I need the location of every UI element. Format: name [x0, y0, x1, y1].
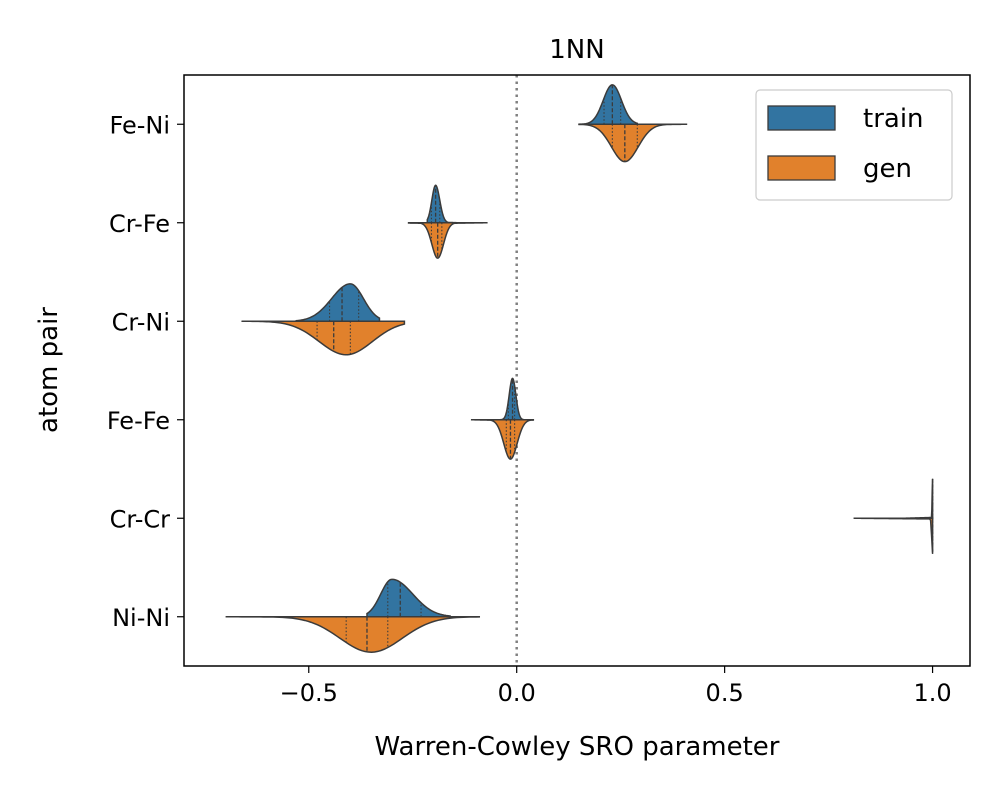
x-tick-label: 1.0	[913, 679, 951, 707]
violin-gen-Cr-Fe	[407, 222, 488, 259]
legend-swatch-train	[767, 105, 836, 131]
y-axis-label: atom pair	[34, 307, 64, 433]
violin-gen-Ni-Ni	[225, 616, 481, 653]
x-tick-label: −0.5	[280, 679, 338, 707]
violin-gen-Cr-Ni	[241, 320, 406, 356]
violin-train-Cr-Ni	[295, 283, 381, 322]
legend-label-train: train	[863, 104, 924, 134]
y-tick-label: Ni-Ni	[112, 604, 170, 632]
legend-label-gen: gen	[863, 154, 912, 184]
violin-gen-Cr-Cr	[853, 517, 934, 554]
plot-content	[225, 75, 934, 666]
violin-train-Cr-Cr	[903, 478, 934, 519]
violin-gen-Fe-Fe	[470, 419, 535, 460]
violin-train-Ni-Ni	[366, 578, 451, 618]
x-tick-label: 0.5	[706, 679, 744, 707]
violin-train-Fe-Fe	[499, 377, 524, 421]
y-tick-label: Cr-Ni	[112, 308, 170, 336]
violin-gen-Fe-Ni	[578, 123, 688, 163]
chart-title: 1NN	[549, 35, 604, 65]
x-tick-label: 0.0	[498, 679, 536, 707]
violin-train-Fe-Ni	[578, 84, 639, 125]
y-tick-label: Fe-Fe	[107, 407, 170, 435]
y-axis-ticks: Fe-Ni Cr-Fe Cr-Ni Fe-Fe Cr-Cr Ni-Ni	[107, 111, 184, 632]
x-axis-label: Warren-Cowley SRO parameter	[375, 732, 780, 762]
x-axis-ticks: −0.5 0.0 0.5 1.0	[280, 666, 952, 707]
y-tick-label: Cr-Fe	[109, 210, 170, 238]
legend: train gen	[755, 89, 953, 201]
legend-swatch-gen	[767, 155, 836, 181]
plot-frame	[183, 74, 971, 667]
y-tick-label: Fe-Ni	[109, 111, 170, 139]
y-tick-label: Cr-Cr	[110, 505, 171, 533]
